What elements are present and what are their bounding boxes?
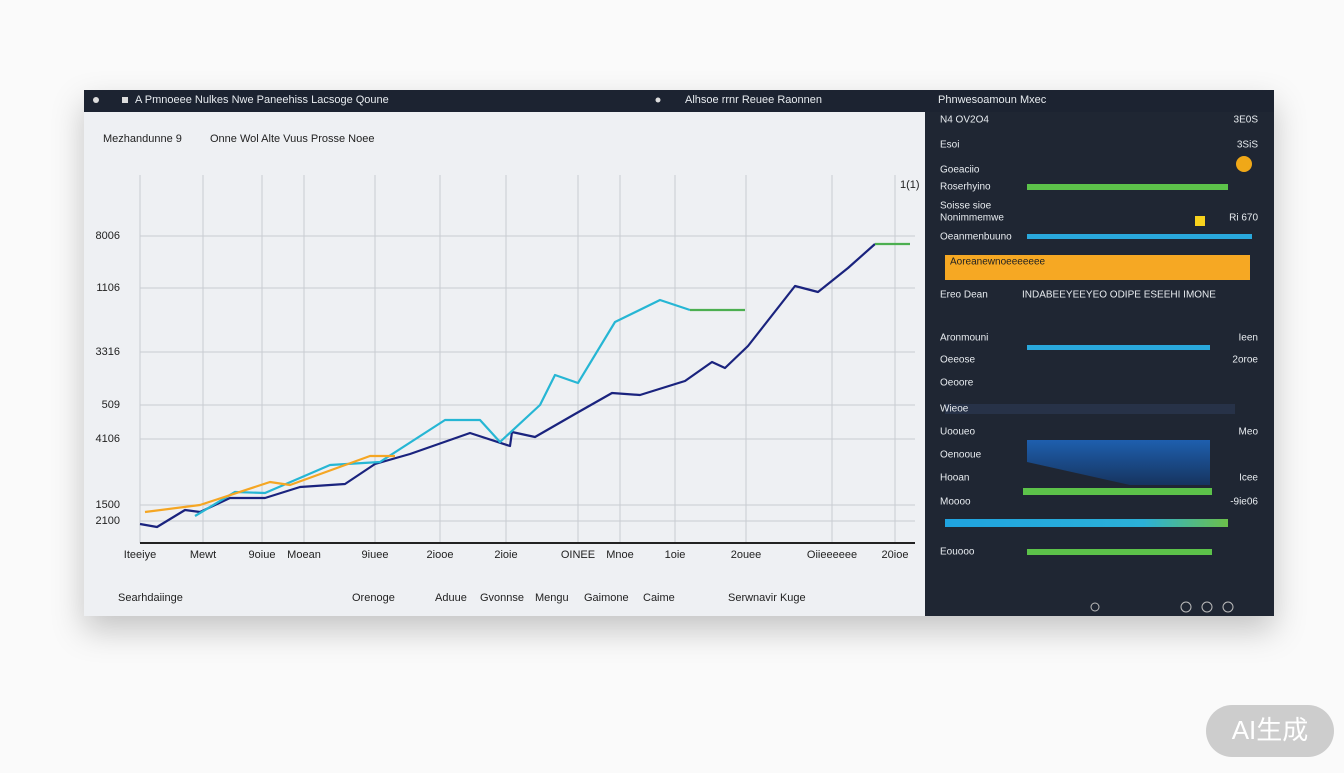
panel-value: -9ie06 — [1230, 497, 1258, 508]
panel-value: INDABEEYEEYEO ODIPE ESEEHI IMONE — [1022, 290, 1216, 301]
chart-header: Mezhandunne 9 — [103, 133, 182, 145]
footer-label: Gaimone — [584, 592, 629, 604]
panel-label: Oeoore — [940, 378, 974, 389]
footer-icon[interactable] — [1222, 601, 1234, 613]
badge-text: AI生成 — [1232, 715, 1309, 745]
progress-bar — [1027, 345, 1210, 350]
panel-label: N4 OV2O4 — [940, 115, 989, 126]
footer-icon[interactable] — [1201, 601, 1213, 613]
x-tick-label: Mewt — [190, 549, 216, 561]
x-tick-label: 9iuee — [362, 549, 389, 561]
x-tick-label: 9oiue — [249, 549, 276, 561]
status-icon — [1195, 216, 1205, 226]
footer-label: Caime — [643, 592, 675, 604]
progress-bar — [1027, 549, 1212, 555]
x-tick-label: 2ioie — [494, 549, 517, 561]
panel-label: Hooan — [940, 473, 969, 484]
panel-value: Ri 670 — [1229, 213, 1258, 224]
panel-label: Nonimmemwe — [940, 213, 1004, 224]
footer-label: Searhdaiinge — [118, 592, 183, 604]
x-tick-label: 1oie — [665, 549, 686, 561]
y-tick-label: 509 — [102, 399, 120, 411]
y-tick-label: 4106 — [96, 433, 120, 445]
y-tick-label: 2100 — [96, 515, 120, 527]
panel-label: Goeaciio — [940, 165, 980, 176]
window-title: A Pmnoeee Nulkes Nwe Paneehiss Lacsoge Q… — [135, 94, 389, 106]
panel-label: Soisse sioe — [940, 201, 992, 212]
footer-icon[interactable] — [1090, 602, 1100, 612]
corner-label: 1(1) — [900, 179, 920, 191]
coin-icon — [1236, 156, 1252, 172]
line-series — [144, 454, 395, 514]
footer-icon[interactable] — [1180, 601, 1192, 613]
footer-label: Orenoge — [352, 592, 395, 604]
panel-label: Moooo — [940, 497, 971, 508]
y-tick-label: 1106 — [96, 282, 120, 294]
highlight-band — [945, 255, 1250, 280]
panel-value: 3SiS — [1237, 140, 1258, 151]
footer-label: Serwnavir Kuge — [728, 592, 806, 604]
panel-value: 3E0S — [1234, 115, 1259, 126]
panel-label: Oenooue — [940, 450, 982, 461]
x-tick-label: Mnoe — [606, 549, 634, 561]
y-tick-label: 3316 — [96, 346, 120, 358]
progress-bar — [1023, 488, 1212, 495]
panel-label: Eouooo — [940, 547, 975, 558]
panel-label: Wieoe — [940, 404, 969, 415]
x-tick-label: 2ouee — [731, 549, 762, 561]
footer-label: Aduue — [435, 592, 467, 604]
area-block — [1027, 440, 1210, 485]
x-tick-label: OINEE — [561, 549, 595, 561]
footer-label: Mengu — [535, 592, 569, 604]
window-dot — [93, 97, 99, 103]
y-tick-label: 8006 — [96, 230, 120, 242]
side-title: Phnwesoamoun Mxec — [938, 94, 1047, 106]
panel-label: Uooueo — [940, 427, 975, 438]
line-series — [194, 298, 691, 517]
x-tick-label: 2iooe — [427, 549, 454, 561]
x-tick-label: Iteeiye — [124, 549, 156, 561]
panel-label: Esoi — [940, 140, 959, 151]
chart-header: Onne Wol Alte Vuus Prosse Noee — [210, 133, 374, 145]
window-subtitle: Alhsoe rrnr Reuee Raonnen — [685, 94, 822, 106]
panel-label: Ereo Dean — [940, 290, 988, 301]
panel-value: Icee — [1239, 473, 1258, 484]
panel-label: Roserhyino — [940, 182, 991, 193]
progress-bar — [945, 519, 1228, 527]
panel-value: Ieen — [1239, 333, 1258, 344]
window-icon — [122, 97, 128, 103]
x-tick-label: 20ioe — [882, 549, 909, 561]
panel-label: Aoreanewnoeeeeeee — [950, 257, 1046, 268]
window-dot — [655, 97, 661, 103]
x-tick-label: Moean — [287, 549, 321, 561]
panel-value: Meo — [1239, 427, 1259, 438]
panel-label: Aronmouni — [940, 333, 988, 344]
side-panel — [925, 112, 1274, 616]
badge — [1206, 705, 1334, 757]
title-bar — [84, 90, 1274, 112]
progress-bar — [945, 404, 1235, 414]
y-tick-label: 1500 — [96, 499, 120, 511]
x-tick-label: Oiieeeeee — [807, 549, 857, 561]
progress-bar — [1027, 184, 1228, 190]
panel-label: Oeeose — [940, 355, 975, 366]
panel-value: 2oroe — [1232, 355, 1258, 366]
panel-content: N4 OV2O4 3E0S Esoi 3SiS Goeaciio Roserhyino So… — [940, 115, 1259, 613]
footer-label: Gvonnse — [480, 592, 524, 604]
progress-bar — [1027, 234, 1252, 239]
panel-label: Oeanmenbuuno — [940, 232, 1012, 243]
